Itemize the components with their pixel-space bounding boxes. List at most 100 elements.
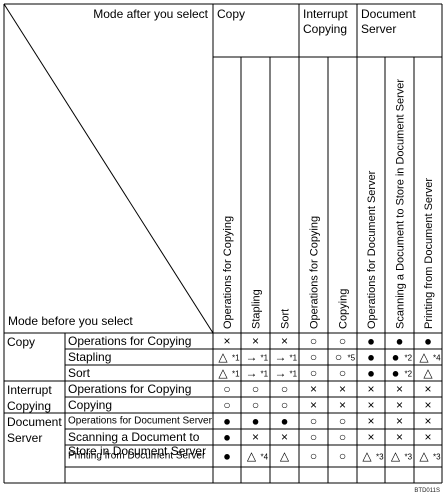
cell-symbol: → — [275, 366, 287, 380]
cell-footnote: *3 — [405, 453, 413, 462]
cell-symbol: ● — [367, 366, 375, 381]
column-group-label: Document — [361, 7, 416, 21]
cell-symbol: ● — [281, 414, 289, 429]
cell-symbol: → — [246, 366, 258, 380]
cell-symbol: △ — [218, 350, 228, 364]
cell-symbol: ● — [367, 334, 375, 349]
cell-symbol: × — [367, 414, 374, 428]
column-group-label: Server — [361, 22, 396, 36]
cell-footnote: *2 — [405, 354, 413, 363]
cell-symbol: × — [396, 382, 403, 396]
row-label: Operations for Document Server — [68, 416, 213, 427]
row-group-label: Interrupt — [7, 383, 52, 397]
cell-footnote: *1 — [232, 370, 240, 379]
cell-footnote: *3 — [433, 453, 441, 462]
cell-symbol: ○ — [310, 334, 317, 348]
row-label: Sort — [68, 366, 91, 380]
row-group-label: Document — [7, 415, 62, 429]
cell-symbol: ○ — [281, 398, 288, 412]
cell-footnote: *3 — [376, 453, 384, 462]
cell-symbol: ○ — [310, 366, 317, 380]
cell-symbol: ● — [223, 449, 231, 464]
cell-symbol: ○ — [310, 449, 317, 463]
cell-symbol: × — [252, 334, 259, 348]
cell-footnote: *4 — [261, 453, 269, 462]
cell-footnote: *1 — [261, 370, 269, 379]
column-header: Stapling — [251, 289, 263, 329]
row-label: Copying — [68, 398, 112, 412]
cell-symbol: ○ — [339, 334, 346, 348]
table-text: Mode after you select Mode before you sel… — [7, 7, 441, 464]
cell-symbol: ○ — [223, 382, 230, 396]
row-group-label: Copy — [7, 335, 35, 349]
cell-symbol: × — [367, 382, 374, 396]
document-id: BTD011S — [414, 488, 440, 494]
cell-symbol: △ — [391, 449, 401, 463]
cell-symbol: △ — [247, 449, 257, 463]
header-diagonal — [3, 3, 214, 334]
cell-symbol: × — [339, 398, 346, 412]
column-header: Operations for Copying — [222, 216, 234, 329]
mode-before-label: Mode before you select — [8, 314, 133, 328]
cell-footnote: *1 — [290, 370, 298, 379]
cell-symbol: ● — [252, 414, 260, 429]
cell-footnote: *1 — [232, 354, 240, 363]
cell-symbol: × — [310, 382, 317, 396]
cell-symbol: △ — [423, 366, 433, 380]
cell-symbol: ● — [223, 430, 231, 445]
cell-symbol: △ — [419, 449, 429, 463]
cell-symbol: × — [424, 398, 431, 412]
cell-symbol: ○ — [310, 350, 317, 364]
cell-symbol: △ — [362, 449, 372, 463]
column-header: Scanning a Document to Store in Document… — [395, 79, 407, 329]
cell-symbol: × — [252, 430, 259, 444]
cell-symbol: ○ — [339, 414, 346, 428]
cell-symbol: ○ — [252, 398, 259, 412]
cell-symbol: △ — [419, 350, 429, 364]
cell-symbol: ○ — [252, 382, 259, 396]
cell-symbol: ● — [392, 366, 400, 381]
cell-footnote: *5 — [348, 354, 356, 363]
cell-symbol: × — [281, 334, 288, 348]
cell-symbol: ○ — [310, 430, 317, 444]
cell-symbol: ● — [223, 414, 231, 429]
cell-symbol: × — [424, 382, 431, 396]
cell-symbol: × — [396, 398, 403, 412]
cell-symbol: × — [223, 334, 230, 348]
cell-symbol: ● — [424, 334, 432, 349]
row-label: Operations for Copying — [68, 382, 191, 396]
cell-symbol: → — [275, 350, 287, 364]
row-group-label: Server — [7, 431, 42, 445]
cell-symbol: ○ — [281, 382, 288, 396]
cell-symbol: × — [396, 414, 403, 428]
cell-symbol: ○ — [339, 449, 346, 463]
table-grid-lines — [3, 3, 443, 484]
cell-symbol: × — [281, 430, 288, 444]
cell-symbol: △ — [218, 366, 228, 380]
column-header: Operations for Copying — [309, 216, 321, 329]
row-label: Stapling — [68, 350, 111, 364]
row-label: Printing from Document Server — [68, 451, 206, 462]
cell-symbol: → — [246, 350, 258, 364]
column-group-label: Copying — [303, 22, 347, 36]
cell-symbol: ○ — [335, 350, 342, 364]
cell-footnote: *1 — [290, 354, 298, 363]
cell-symbol: ● — [396, 334, 404, 349]
row-label: Store in Document Server — [68, 444, 206, 458]
column-group-label: Interrupt — [303, 7, 348, 21]
cell-symbol: ○ — [310, 414, 317, 428]
cell-symbol: × — [367, 430, 374, 444]
cell-footnote: *1 — [261, 354, 269, 363]
cell-symbol: × — [310, 398, 317, 412]
cell-symbol: ○ — [223, 398, 230, 412]
cell-symbol: △ — [280, 449, 290, 463]
row-group-label: Copying — [7, 399, 51, 413]
cell-symbol: × — [367, 398, 374, 412]
cell-symbol: × — [424, 414, 431, 428]
cell-symbol: ● — [392, 350, 400, 365]
cell-symbol: ○ — [339, 430, 346, 444]
row-label: Scanning a Document to — [68, 430, 200, 444]
cell-footnote: *4 — [433, 354, 441, 363]
column-header: Copying — [338, 289, 350, 329]
